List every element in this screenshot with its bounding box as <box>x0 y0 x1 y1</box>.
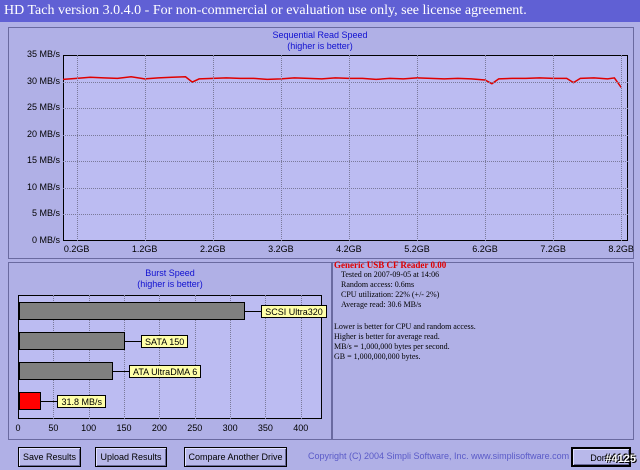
burst-bar-label: 31.8 MB/s <box>57 395 106 408</box>
read-chart-gridline <box>63 134 628 136</box>
burst-x-tick-label: 100 <box>81 423 97 433</box>
info-text: Generic USB CF Reader 0.00 Tested on 200… <box>334 260 634 362</box>
burst-bar-connector <box>41 401 58 402</box>
burst-bar <box>19 362 114 380</box>
read-x-tick-label: 2.2GB <box>199 244 226 254</box>
read-chart-panel <box>8 27 634 259</box>
note-higher-better: Higher is better for average read. <box>334 332 440 341</box>
read-chart-vgridline <box>621 55 623 241</box>
read-chart-gridline <box>63 187 628 189</box>
average-read: Average read: 30.6 MB/s <box>341 300 422 309</box>
read-chart-svg <box>63 76 622 88</box>
note-mbs: MB/s = 1,000,000 bytes per second. <box>334 342 450 351</box>
read-x-tick-label: 6.2GB <box>472 244 498 254</box>
read-x-tick-label: 8.2GB <box>608 244 634 254</box>
read-chart-vgridline <box>280 55 282 241</box>
read-y-tick-label: 5 MB/s <box>31 208 60 219</box>
read-chart-vgridline <box>416 55 418 241</box>
read-x-tick-label: 4.2GB <box>336 244 362 254</box>
note-lower-better: Lower is better for CPU and random acces… <box>334 322 476 331</box>
read-chart-vgridline <box>348 55 350 241</box>
burst-x-tick-label: 250 <box>187 423 203 433</box>
burst-chart-gridline <box>88 295 90 419</box>
burst-chart-gridline <box>194 295 196 419</box>
note-gb: GB = 1,000,000,000 bytes. <box>334 352 421 361</box>
read-chart-gridline <box>63 108 628 110</box>
copyright-text: Copyright (C) 2004 Simpli Software, Inc.… <box>308 451 570 461</box>
info-panel <box>332 262 634 440</box>
read-y-tick-label: 15 MB/s <box>26 155 60 166</box>
burst-bar-label: ATA UltraDMA 6 <box>129 365 202 378</box>
cpu-utilization: CPU utilization: 22% (+/- 2%) <box>341 290 440 299</box>
burst-chart-gridline <box>159 295 161 419</box>
read-y-tick-label: 0 MB/s <box>31 235 60 245</box>
read-chart-vgridline <box>144 55 146 241</box>
read-chart-gridline <box>63 81 628 83</box>
burst-chart-panel <box>8 262 332 440</box>
read-chart-subtitle: (higher is better) <box>287 41 353 51</box>
read-chart-title: Sequential Read Speed <box>272 30 368 40</box>
upload-results-button[interactable]: Upload Results <box>95 447 167 467</box>
burst-bar-label: SCSI Ultra320 <box>261 305 327 318</box>
read-x-tick-label: 0.2GB <box>63 244 90 254</box>
burst-x-tick-label: 50 <box>48 423 59 433</box>
burst-bar-connector <box>113 371 130 372</box>
burst-chart-subtitle: (higher is better) <box>137 279 203 289</box>
burst-chart-gridline <box>124 295 126 419</box>
compare-drive-button[interactable]: Compare Another Drive <box>184 447 287 467</box>
tested-date: Tested on 2007-09-05 at 14:06 <box>341 270 440 279</box>
random-access: Random access: 0.6ms <box>341 280 415 289</box>
burst-x-tick-label: 150 <box>116 423 132 433</box>
burst-chart-gridline <box>53 295 55 419</box>
burst-bar-label: SATA 150 <box>141 335 189 348</box>
done-button[interactable]: Done <box>571 447 631 467</box>
burst-chart-title: Burst Speed <box>145 268 195 278</box>
burst-x-tick-label: 300 <box>222 423 238 433</box>
burst-x-tick-label: 350 <box>257 423 273 433</box>
burst-chart-gridline <box>230 295 232 419</box>
read-chart-vgridline <box>76 55 78 241</box>
burst-bar-connector <box>245 311 262 312</box>
read-chart-vgridline <box>485 55 487 241</box>
read-chart-plot <box>63 55 628 241</box>
burst-bar-connector <box>125 341 142 342</box>
read-x-tick-label: 3.2GB <box>268 244 294 254</box>
burst-chart-gridline <box>300 295 302 419</box>
read-x-tick-label: 5.2GB <box>404 244 430 254</box>
burst-bar <box>19 332 126 350</box>
read-chart-vgridline <box>212 55 214 241</box>
read-chart-vgridline <box>553 55 555 241</box>
burst-x-tick-label: 0 <box>15 423 21 433</box>
read-x-tick-label: 7.2GB <box>540 244 566 254</box>
burst-x-tick-label: 400 <box>293 423 309 433</box>
burst-bar <box>19 392 42 410</box>
read-y-tick-label: 10 MB/s <box>26 181 60 192</box>
read-y-tick-label: 20 MB/s <box>26 128 60 139</box>
read-y-tick-label: 25 MB/s <box>26 102 60 113</box>
save-results-button[interactable]: Save Results <box>18 447 81 467</box>
watermark-label: #4125 <box>605 453 636 465</box>
read-chart-gridline <box>63 161 628 163</box>
burst-bar <box>19 302 246 320</box>
burst-x-tick-label: 200 <box>151 423 167 433</box>
read-x-tick-label: 1.2GB <box>131 244 158 254</box>
read-chart-gridline <box>63 214 628 216</box>
read-y-tick-label: 30 MB/s <box>26 75 60 86</box>
read-speed-line <box>63 76 622 88</box>
device-name: Generic USB CF Reader 0.00 <box>334 260 447 270</box>
read-y-tick-label: 35 MB/s <box>26 49 60 59</box>
window-title: HD Tach version 3.0.4.0 - For non-commer… <box>0 0 640 22</box>
burst-chart-gridline <box>265 295 267 419</box>
